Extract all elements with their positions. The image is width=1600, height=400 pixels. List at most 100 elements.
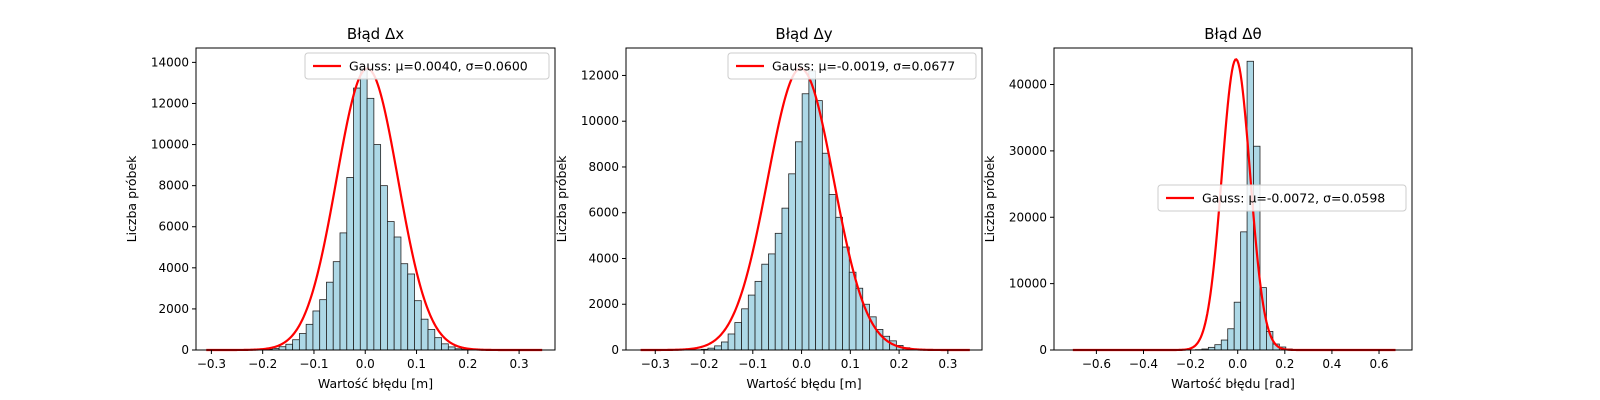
- histogram-bar: [795, 141, 803, 351]
- histogram-bar: [339, 232, 348, 351]
- legend-box: [1157, 184, 1407, 212]
- histogram-bars: [251, 68, 483, 351]
- histogram-bar: [427, 329, 436, 351]
- y-tick-label: 12000: [581, 68, 619, 82]
- y-tick-label: 0: [611, 343, 619, 357]
- histogram-bar: [714, 345, 722, 351]
- x-tick-label: −0.1: [738, 357, 767, 371]
- y-axis-label: Liczba próbek: [124, 155, 139, 243]
- histogram-bar: [319, 299, 327, 351]
- x-tick-label: 0.3: [510, 357, 529, 371]
- histogram-bar: [285, 343, 294, 351]
- chart-panel-3: −0.6 −0.4 −0.2 0.0 0.2 0.4 0.6 0 10000 20000 30000…: [982, 25, 1413, 391]
- y-axis-label: Liczba próbek: [554, 155, 569, 243]
- y-tick-label: 2000: [588, 297, 619, 311]
- histogram-bar: [1227, 328, 1235, 351]
- x-axis-label: Wartość błędu [m]: [318, 376, 433, 391]
- y-tick-label: 2000: [158, 302, 189, 316]
- legend-label: Gauss: μ=-0.0019, σ=0.0677: [772, 59, 955, 74]
- x-tick-label: 0.1: [841, 357, 860, 371]
- x-tick-label: −0.2: [248, 357, 277, 371]
- histogram-bar: [386, 221, 395, 351]
- histogram-bar: [808, 70, 817, 351]
- legend-box: [727, 52, 977, 80]
- histogram-bar: [741, 308, 749, 351]
- x-tick-label: −0.1: [299, 357, 328, 371]
- chart-panel-2: −0.3 −0.2 −0.1 0.0 0.1 0.2 0.3 0 2000 4000 6000 800…: [554, 25, 983, 391]
- histogram-bar: [359, 68, 368, 351]
- x-tick-label: 0.1: [407, 357, 426, 371]
- chart-title: Błąd Δx: [347, 25, 404, 43]
- histogram-bar: [420, 318, 429, 351]
- y-tick-label: 10000: [581, 114, 619, 128]
- histogram-bar: [774, 232, 783, 351]
- histogram-bars: [694, 70, 931, 351]
- y-axis-label: Liczba próbek: [982, 155, 997, 243]
- x-tick-label: 0.4: [1322, 357, 1341, 371]
- histogram-bar: [1233, 301, 1242, 351]
- histogram-bar: [380, 185, 388, 351]
- histogram-bar: [353, 87, 361, 351]
- y-tick-label: 10000: [151, 138, 189, 152]
- histogram-bar: [312, 310, 321, 351]
- histogram-bar: [393, 236, 402, 351]
- axes-frame: [625, 47, 983, 351]
- x-tick-label: −0.2: [689, 357, 718, 371]
- legend: Gauss: μ=-0.0072, σ=0.0598: [1157, 184, 1407, 212]
- histogram-bar: [747, 294, 756, 351]
- histogram-bar: [734, 322, 742, 351]
- histogram-bar: [768, 253, 776, 351]
- legend: Gauss: μ=0.0040, σ=0.0600: [304, 52, 550, 80]
- y-tick-label: 30000: [1009, 144, 1047, 158]
- histogram-bar: [366, 97, 375, 351]
- histogram-bar: [407, 273, 415, 351]
- y-tick-label: 8000: [158, 179, 189, 193]
- axes-frame: [1053, 47, 1413, 351]
- y-tick-label: 4000: [588, 251, 619, 265]
- y-tick-label: 6000: [588, 206, 619, 220]
- x-tick-label: 0.0: [792, 357, 811, 371]
- y-tick-label: 4000: [158, 261, 189, 275]
- histogram-bar: [326, 281, 334, 351]
- histogram-bar: [400, 263, 409, 351]
- histogram-bar: [801, 93, 810, 351]
- y-tick-label: 0: [181, 343, 189, 357]
- x-tick-label: 0.2: [890, 357, 909, 371]
- histogram-bar: [842, 246, 850, 351]
- x-tick-label: 0.2: [1275, 357, 1294, 371]
- histogram-bar: [720, 341, 729, 351]
- y-tick-label: 40000: [1009, 78, 1047, 92]
- y-tick-label: 20000: [1009, 210, 1047, 224]
- histogram-bar: [815, 100, 823, 351]
- chart-title: Błąd Δθ: [1204, 25, 1261, 43]
- histogram-bar: [434, 337, 442, 351]
- x-tick-label: 0.3: [938, 357, 957, 371]
- x-tick-label: 0.0: [356, 357, 375, 371]
- y-tick-label: 12000: [151, 96, 189, 110]
- histogram-bar: [1240, 231, 1248, 351]
- histogram-bar: [305, 323, 314, 351]
- histogram-bar: [1220, 339, 1229, 351]
- histogram-bar: [828, 194, 837, 351]
- x-tick-label: −0.6: [1082, 357, 1111, 371]
- x-tick-label: −0.2: [1176, 357, 1205, 371]
- x-axis-label: Wartość błędu [rad]: [1171, 376, 1295, 391]
- histogram-bar: [761, 263, 769, 351]
- legend-box: [304, 52, 550, 80]
- y-tick-label: 6000: [158, 220, 189, 234]
- legend-label: Gauss: μ=-0.0072, σ=0.0598: [1202, 191, 1385, 206]
- axes-frame: [195, 47, 556, 351]
- y-tick-label: 10000: [1009, 277, 1047, 291]
- histogram-bar: [298, 333, 307, 351]
- histogram-bar: [292, 339, 300, 351]
- legend-label: Gauss: μ=0.0040, σ=0.0600: [349, 59, 528, 74]
- legend: Gauss: μ=-0.0019, σ=0.0677: [727, 52, 977, 80]
- histogram-bar: [835, 216, 843, 351]
- histogram-bar: [414, 300, 422, 351]
- y-tick-label: 8000: [588, 160, 619, 174]
- chart-title: Błąd Δy: [775, 25, 832, 43]
- histogram-bar: [754, 280, 763, 351]
- histogram-bar: [1214, 344, 1222, 351]
- x-tick-label: 0.0: [1228, 357, 1247, 371]
